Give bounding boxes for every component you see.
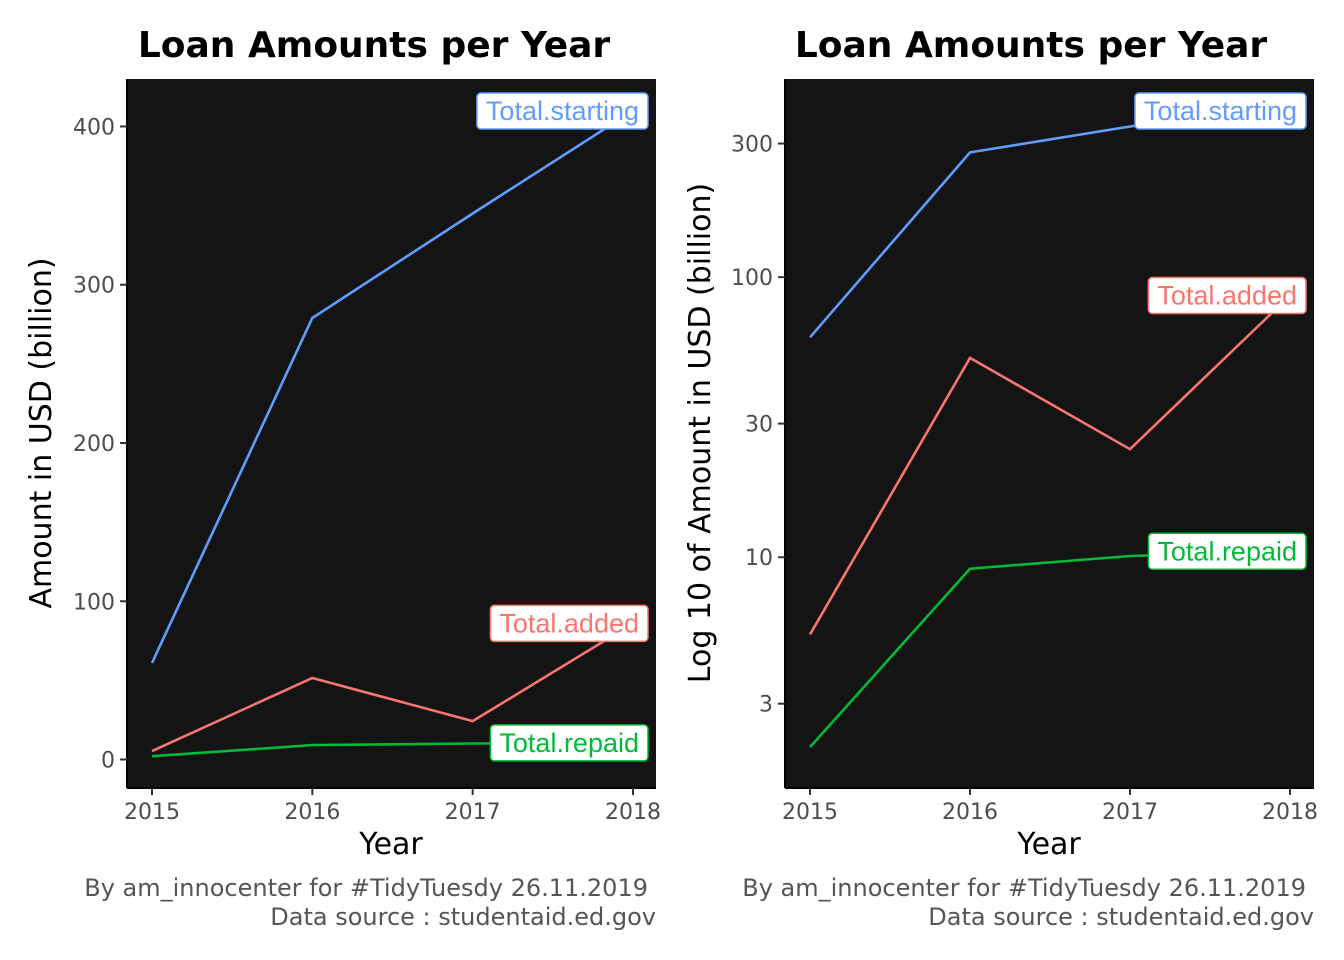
y-tick-label: 3 bbox=[759, 693, 773, 718]
chart-panel-linear: Loan Amounts per Year 0 100 200 300 400 2015… bbox=[24, 25, 661, 931]
series-line-total-added bbox=[808, 294, 1291, 636]
svg-text:Total.added: Total.added bbox=[1157, 281, 1297, 311]
chart-title: Loan Amounts per Year bbox=[795, 25, 1268, 66]
series-label-total-starting: Total.starting bbox=[476, 92, 649, 130]
svg-text:Total.starting: Total.starting bbox=[1144, 96, 1297, 126]
svg-text:Total.starting: Total.starting bbox=[486, 96, 639, 126]
y-tick-label: 300 bbox=[73, 274, 115, 299]
y-tick-label: 400 bbox=[73, 115, 115, 140]
y-axis-label: Amount in USD (billion) bbox=[24, 257, 59, 608]
svg-text:Total.repaid: Total.repaid bbox=[1157, 536, 1297, 566]
y-tick-label: 30 bbox=[745, 413, 773, 438]
caption-line-1: By am_innocenter for #TidyTuesdy 26.11.2… bbox=[84, 874, 648, 902]
series-labels: Total.starting Total.added Total.repaid bbox=[1134, 92, 1307, 571]
y-tick-label: 10 bbox=[745, 546, 773, 571]
series-label-total-repaid: Total.repaid bbox=[1147, 532, 1307, 571]
series-label-total-starting: Total.starting bbox=[1134, 92, 1307, 130]
x-tick-label: 2018 bbox=[605, 800, 661, 825]
series-label-total-added: Total.added bbox=[1147, 276, 1307, 315]
series-label-total-added: Total.added bbox=[489, 604, 649, 643]
caption-line-2: Data source : studentaid.ed.gov bbox=[270, 903, 656, 931]
x-axis-label: Year bbox=[358, 827, 423, 862]
y-tick-label: 300 bbox=[731, 133, 773, 158]
y-ticks: 3 10 30 100 300 bbox=[731, 133, 785, 718]
plot-background bbox=[127, 79, 656, 788]
y-tick-label: 100 bbox=[731, 266, 773, 291]
caption-line-1: By am_innocenter for #TidyTuesdy 26.11.2… bbox=[742, 874, 1306, 902]
plot-background bbox=[785, 79, 1314, 788]
y-ticks: 0 100 200 300 400 bbox=[73, 115, 127, 774]
x-tick-label: 2017 bbox=[445, 800, 501, 825]
y-axis-label: Log 10 of Amount in USD (billion) bbox=[683, 183, 718, 683]
x-tick-label: 2015 bbox=[124, 800, 180, 825]
series-labels: Total.starting Total.added Total.repaid bbox=[476, 92, 649, 762]
series-line-total-starting bbox=[150, 109, 634, 664]
x-axis-label: Year bbox=[1016, 827, 1081, 862]
series-label-total-repaid: Total.repaid bbox=[489, 724, 649, 762]
x-ticks: 2015 2016 2017 2018 bbox=[124, 788, 661, 825]
series-line-total-added bbox=[151, 622, 634, 753]
x-tick-label: 2015 bbox=[782, 800, 838, 825]
x-tick-label: 2016 bbox=[942, 800, 998, 825]
y-tick-label: 100 bbox=[73, 590, 115, 615]
y-tick-label: 0 bbox=[101, 749, 115, 774]
x-ticks: 2015 2016 2017 2018 bbox=[782, 788, 1318, 825]
chart-title: Loan Amounts per Year bbox=[138, 25, 611, 66]
svg-text:Total.repaid: Total.repaid bbox=[499, 728, 639, 758]
x-tick-label: 2017 bbox=[1102, 800, 1158, 825]
x-tick-label: 2018 bbox=[1262, 800, 1318, 825]
y-tick-label: 200 bbox=[73, 432, 115, 457]
svg-text:Total.added: Total.added bbox=[499, 608, 639, 638]
x-tick-label: 2016 bbox=[284, 800, 340, 825]
caption-line-2: Data source : studentaid.ed.gov bbox=[928, 903, 1314, 931]
